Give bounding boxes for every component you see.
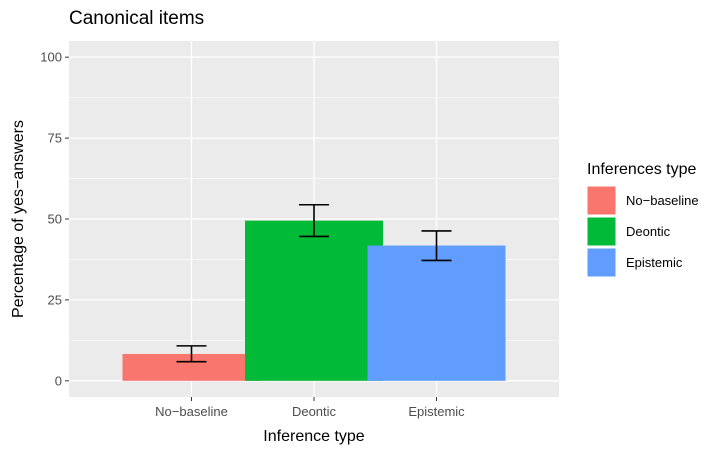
- legend-key: [586, 216, 617, 247]
- y-tick-label: 75: [48, 131, 62, 146]
- x-tick-label: Deontic: [292, 404, 337, 419]
- legend-label: Epistemic: [626, 255, 683, 270]
- legend-key: [586, 247, 617, 278]
- x-axis: No−baseline Deontic Epistemic: [155, 397, 465, 419]
- y-tick-label: 25: [48, 292, 62, 307]
- chart-title: Canonical items: [69, 8, 204, 29]
- error-bar: [176, 345, 207, 363]
- x-tick-label: Epistemic: [408, 404, 465, 419]
- error-bar: [299, 203, 329, 238]
- legend-entry: No−baseline: [586, 185, 699, 216]
- y-tick-label: 0: [55, 373, 62, 388]
- legend-entry: Deontic: [586, 216, 671, 247]
- x-tick-label: No−baseline: [155, 404, 228, 419]
- legend-key: [586, 185, 617, 216]
- bars: [122, 220, 506, 381]
- y-tick-label: 100: [40, 50, 62, 65]
- error-bar: [421, 230, 452, 262]
- legend-title: Inferences type: [587, 161, 697, 178]
- y-tick-label: 50: [48, 212, 62, 227]
- bar: [245, 220, 383, 381]
- legend: Inferences type No−baseline Deontic Episte…: [586, 161, 699, 278]
- legend-entry: Epistemic: [586, 247, 683, 278]
- bar: [367, 245, 506, 381]
- legend-label: No−baseline: [626, 193, 699, 208]
- y-axis-title: Percentage of yes−answers: [10, 120, 27, 318]
- legend-label: Deontic: [626, 224, 671, 239]
- error-bars: [176, 203, 452, 363]
- x-axis-title: Inference type: [263, 428, 365, 445]
- y-axis: 0 25 50 75 100: [40, 50, 69, 388]
